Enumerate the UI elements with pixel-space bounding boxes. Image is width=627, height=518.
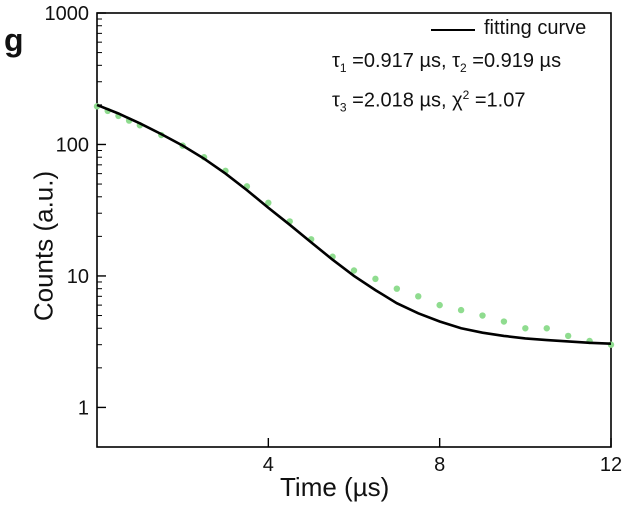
y-tick-labels: 1 10 100 1000 [45,3,90,419]
data-point [500,318,508,325]
y-tick-label: 10 [67,266,89,288]
x-tick-labels: 4 8 12 [263,454,622,476]
tau3-value: 2.018 µs [363,89,441,112]
x-tick-label: 4 [263,454,274,476]
data-point [372,275,379,283]
data-point [265,199,272,207]
x-tick-label: 12 [600,454,622,476]
legend-label: fitting curve [484,17,587,39]
data-point [457,306,465,314]
fit-params-line-2: τ3 =2.018 µs, χ2 =1.07 [332,88,526,115]
tau1-value: 0.917 µs [363,50,441,72]
data-point [350,267,358,274]
y-tick-label: 1000 [45,3,90,25]
x-axis-title: Time (µs) [280,472,390,502]
data-point [415,293,422,300]
tau2-value: 0.919 µs [483,50,562,72]
axis-ticks [97,12,612,447]
plot-frame [96,12,612,448]
data-point [564,332,572,340]
x-tick-label: 8 [434,454,445,476]
data-point [436,301,443,309]
data-point [393,285,401,292]
data-point [543,325,550,332]
data-point [522,325,529,332]
y-tick-label: 1 [78,397,89,419]
legend-line-swatch [431,29,475,31]
panel-label: g [4,22,24,58]
y-tick-label: 100 [56,134,89,156]
chi2-value: 1.07 [486,89,526,112]
data-point [479,312,486,319]
y-axis-title: Counts (a.u.) [28,170,59,322]
fit-params-line-1: τ1 =0.917 µs, τ2 =0.919 µs [332,50,562,75]
fitting-curve [96,103,612,345]
